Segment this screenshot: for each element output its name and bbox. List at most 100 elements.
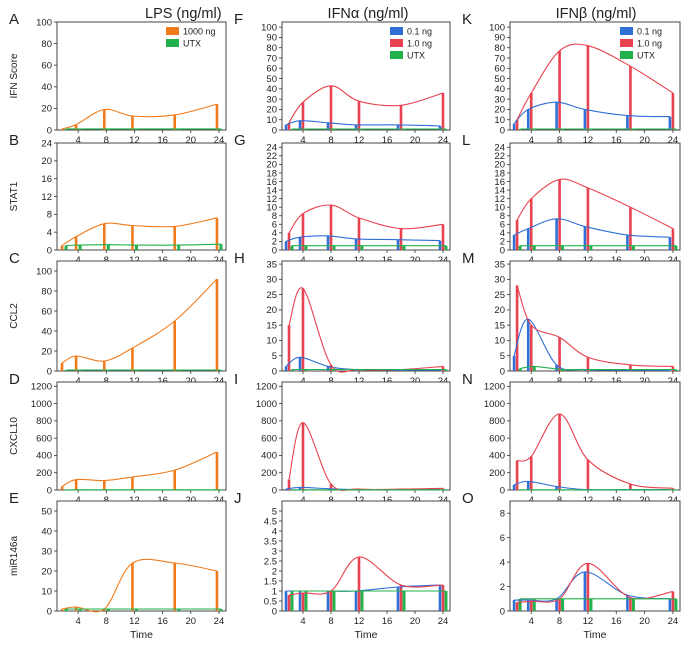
y-tick-label: 5 [500,351,505,362]
bar [173,470,177,490]
y-tick-label: 12 [494,194,505,205]
bar [290,369,294,371]
x-tick-label: 16 [382,376,393,387]
legend-entry: 1000 ng [183,27,216,37]
bar [558,179,561,250]
bar [396,239,400,250]
bar [329,85,333,130]
y-tick-label: 40 [494,84,505,95]
legend-swatch [390,39,403,47]
bar [284,366,288,371]
x-tick-label: 24 [214,135,225,146]
y-tick-label: 100 [36,17,52,28]
bar [329,591,333,611]
y-tick-label: 60 [494,64,505,75]
x-tick-label: 8 [104,255,109,266]
y-tick-label: 50 [41,506,52,517]
bar [173,226,177,250]
bar [631,245,635,250]
trend-line [288,204,444,234]
y-tick-label: 600 [36,433,52,444]
x-tick-label: 16 [382,255,393,266]
bar [60,245,64,250]
bar [219,609,223,611]
y-tick-label: 4 [500,557,505,568]
x-tick-label: 12 [129,376,140,387]
y-tick-label: 0 [272,125,277,136]
x-tick-label: 16 [611,616,622,627]
y-tick-label: 200 [36,468,52,479]
bar [512,484,516,490]
bar [561,598,565,611]
y-tick-label: 4 [47,227,52,238]
bar [215,104,219,130]
x-tick-label: 20 [410,255,421,266]
legend-swatch [166,39,179,47]
x-tick-label: 12 [354,376,365,387]
x-tick-label: 20 [410,616,421,627]
x-tick-label: 12 [129,616,140,627]
bar [518,128,522,130]
legend-entry: 1.0 ng [637,39,662,49]
bar [326,591,330,611]
y-tick-label: 6 [500,220,505,231]
bar [298,487,302,490]
x-tick-label: 24 [668,255,679,266]
bar [561,369,565,371]
bar [219,128,223,130]
panel-label: K [462,11,472,28]
x-tick-label: 16 [611,495,622,506]
x-tick-label: 16 [157,255,168,266]
y-tick-label: 22 [266,151,277,162]
y-tick-label: 10 [494,115,505,126]
x-tick-label: 4 [529,616,534,627]
bar [668,598,672,611]
legend-swatch [166,27,179,35]
bar [64,128,68,130]
bar [515,460,519,490]
bar [668,116,672,130]
y-tick-label: 70 [266,53,277,64]
y-tick-label: 1200 [256,382,277,393]
bar [177,128,181,130]
bar [304,245,308,250]
bar [671,228,675,250]
y-tick-label: 35 [266,259,277,270]
bar [558,413,561,490]
panel-label: L [462,132,470,149]
y-tick-label: 60 [41,306,52,317]
y-tick-label: 35 [494,259,505,270]
x-tick-label: 16 [382,616,393,627]
bar [284,489,288,490]
y-tick-label: 10 [494,203,505,214]
x-tick-label: 4 [75,616,80,627]
y-tick-label: 5 [272,351,277,362]
x-tick-label: 20 [639,495,650,506]
bar [102,109,106,130]
bar [304,369,308,371]
legend-entry: UTX [407,51,425,61]
bar [360,245,364,250]
bar [106,128,110,130]
y-tick-label: 400 [261,451,277,462]
bar [526,600,530,611]
bar [102,361,106,371]
panel-h: H 0 5 10 15 20 25 30 35 4 8 12 16 20 24 [234,250,451,387]
bar [215,279,219,371]
bar [626,235,629,250]
y-tick-label: 800 [261,416,277,427]
y-tick-label: 40 [266,84,277,95]
bar [78,245,82,250]
trend-line [285,120,441,127]
bar [518,245,522,250]
trend-line [516,43,674,120]
y-tick-label: 0 [500,125,505,136]
x-tick-label: 20 [639,376,650,387]
y-tick-label: 0 [47,366,52,377]
bar [74,236,78,250]
x-tick-label: 4 [75,255,80,266]
x-tick-label: 20 [186,255,197,266]
column-title-ifna: IFNα (ng/ml) [328,6,409,22]
y-tick-label: 0 [47,125,52,136]
